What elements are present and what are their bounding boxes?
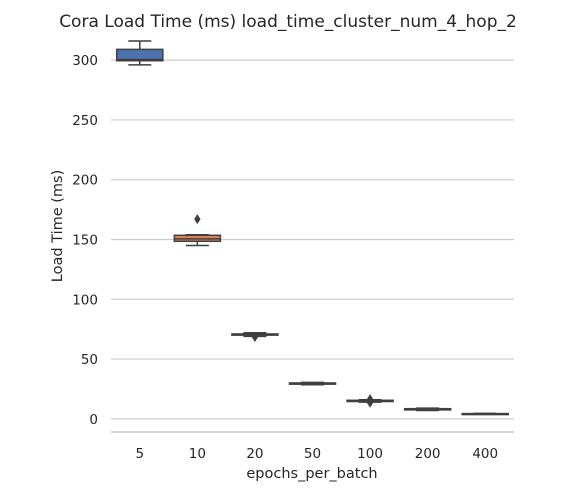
y-tick-label: 50 xyxy=(81,352,98,368)
outlier-point xyxy=(366,397,374,408)
y-tick-label: 250 xyxy=(72,113,98,129)
y-tick-label: 300 xyxy=(72,53,98,69)
x-tick-label: 20 xyxy=(246,446,263,462)
gridlines xyxy=(111,59,514,420)
box-group xyxy=(231,331,279,342)
box-group xyxy=(116,40,164,66)
box-group xyxy=(461,412,509,416)
x-tick-label: 10 xyxy=(189,446,206,462)
box-group xyxy=(173,214,222,247)
y-tick-label: 200 xyxy=(72,173,98,189)
y-axis-label: Load Time (ms) xyxy=(50,170,66,282)
y-tick-label: 150 xyxy=(72,232,98,248)
box-group xyxy=(346,394,394,408)
y-tick-label: 100 xyxy=(72,292,98,308)
x-tick-label: 100 xyxy=(357,446,383,462)
box-body xyxy=(116,48,164,62)
x-tick-label: 400 xyxy=(472,446,498,462)
box-group xyxy=(288,381,337,386)
x-tick-label: 5 xyxy=(135,446,144,462)
outlier-point xyxy=(251,331,259,342)
x-tick-label: 50 xyxy=(304,446,321,462)
boxes xyxy=(116,40,509,416)
y-tick-labels: 0 50 100 150 200 250 300 xyxy=(72,53,98,428)
x-tick-labels: 5 10 20 50 100 200 400 xyxy=(135,446,498,462)
box-group xyxy=(403,407,452,412)
x-axis-label: epochs_per_batch xyxy=(246,466,377,482)
x-tick-label: 200 xyxy=(415,446,441,462)
chart-title: Cora Load Time (ms) load_time_cluster_nu… xyxy=(59,12,517,32)
y-tick-label: 0 xyxy=(89,412,98,428)
outlier-point xyxy=(194,214,201,225)
